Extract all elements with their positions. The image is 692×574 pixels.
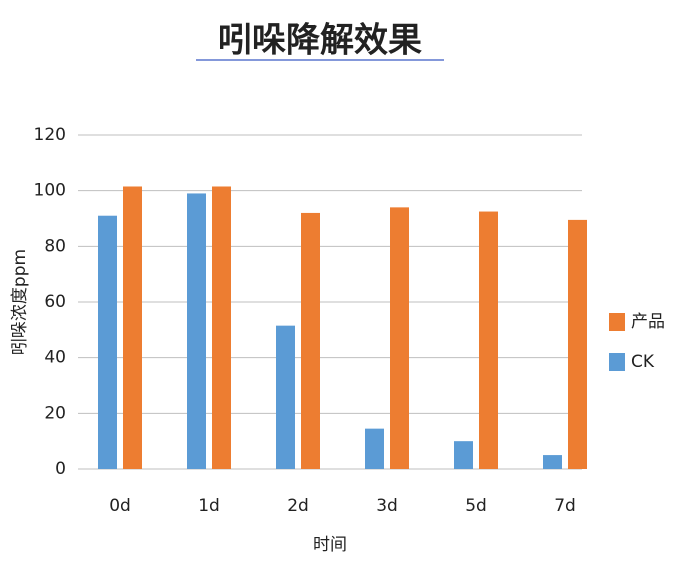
legend-swatch xyxy=(609,353,625,371)
bar xyxy=(301,212,320,469)
y-tick-label: 120 xyxy=(34,125,66,145)
x-tick-label: 1d xyxy=(198,496,220,516)
x-tick-label: 2d xyxy=(287,496,309,516)
y-axis-label: 吲哚浓度ppm xyxy=(10,249,30,355)
y-tick-label: 100 xyxy=(34,181,66,201)
x-axis-label: 时间 xyxy=(313,535,347,555)
bar xyxy=(187,193,206,469)
bar xyxy=(212,186,231,469)
chart-title: 吲哚降解效果 xyxy=(218,21,422,61)
x-tick-label: 3d xyxy=(376,496,398,516)
legend-swatch xyxy=(609,313,625,331)
y-tick-label: 20 xyxy=(44,403,66,423)
y-tick-label: 40 xyxy=(44,348,66,368)
x-tick-label: 5d xyxy=(465,496,487,516)
bar xyxy=(123,186,142,469)
bar xyxy=(568,219,587,469)
bar xyxy=(98,215,117,469)
bar xyxy=(390,207,409,469)
x-tick-label: 7d xyxy=(554,496,576,516)
bar xyxy=(365,428,384,469)
legend-label: CK xyxy=(631,352,655,372)
bar xyxy=(276,325,295,469)
x-tick-label: 0d xyxy=(109,496,131,516)
bar xyxy=(479,211,498,469)
bar xyxy=(454,441,473,469)
y-tick-label: 80 xyxy=(44,236,66,256)
y-tick-label: 60 xyxy=(44,292,66,312)
y-tick-label: 0 xyxy=(55,459,66,479)
bar xyxy=(543,455,562,469)
legend-label: 产品 xyxy=(631,312,665,332)
